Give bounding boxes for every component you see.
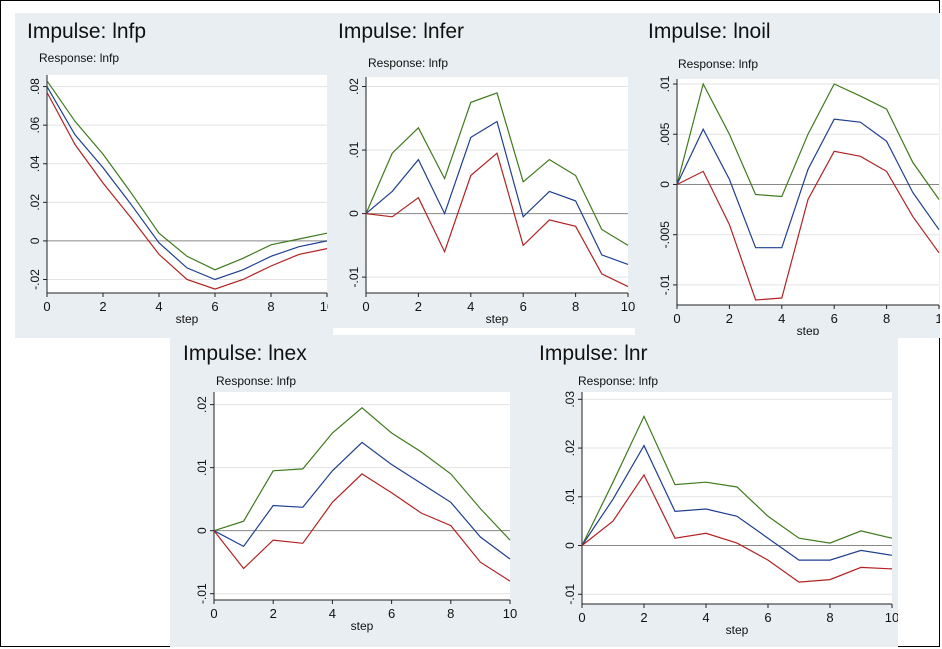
series-line-upper xyxy=(213,407,511,541)
y-tick-label: .01 xyxy=(658,75,672,92)
x-tick-label: 0 xyxy=(210,606,217,621)
panel-title: Impulse: lnex xyxy=(183,342,307,365)
x-axis-label: step xyxy=(351,619,374,633)
plot-area xyxy=(677,79,939,305)
series-line-mid xyxy=(581,444,893,561)
y-tick-label: .03 xyxy=(563,391,577,408)
y-tick-label: .005 xyxy=(658,122,672,146)
x-tick-label: 8 xyxy=(572,299,579,314)
x-tick-label: 8 xyxy=(883,311,890,326)
x-tick-label: 0 xyxy=(43,299,50,314)
x-tick-label: 2 xyxy=(726,311,733,326)
x-tick-label: 2 xyxy=(99,299,106,314)
x-tick-label: 8 xyxy=(826,610,833,625)
x-tick-label: 6 xyxy=(520,299,527,314)
x-tick-label: 0 xyxy=(673,311,680,326)
y-tick-label: 0 xyxy=(563,542,577,549)
series-line-upper xyxy=(581,414,893,546)
series-line-lower xyxy=(581,473,893,583)
y-tick-label: .08 xyxy=(28,78,42,95)
x-tick-label: 6 xyxy=(831,311,838,326)
y-tick-label: -.02 xyxy=(28,269,42,290)
x-axis-label: step xyxy=(486,312,509,326)
series-line-lower xyxy=(46,92,328,290)
panel-subtitle: Response: lnfp xyxy=(39,51,120,65)
panel-title: Impulse: lnfer xyxy=(338,20,465,43)
x-tick-label: 0 xyxy=(578,610,585,625)
x-tick-label: 10 xyxy=(621,299,635,314)
x-tick-label: 4 xyxy=(155,299,162,314)
x-tick-label: 8 xyxy=(267,299,274,314)
panel-subtitle: Response: lnfp xyxy=(368,56,449,70)
x-tick-label: 2 xyxy=(270,606,277,621)
panel-title: Impulse: lnfp xyxy=(27,20,147,43)
x-tick-label: 6 xyxy=(764,610,771,625)
panel-impulse-lnr: Impulse: lnr Response: lnfp -.01 0.01.02.… xyxy=(528,335,898,647)
x-tick-label: 4 xyxy=(702,610,709,625)
series-line-lower xyxy=(213,473,511,582)
series-line-lower xyxy=(676,150,940,301)
panel-title: Impulse: lnoil xyxy=(648,20,771,43)
series-line-upper xyxy=(46,80,328,271)
x-tick-label: 10 xyxy=(885,610,898,625)
panel-subtitle: Response: lnfp xyxy=(678,57,759,71)
x-tick-label: 1 xyxy=(935,311,940,326)
x-tick-label: 0 xyxy=(362,299,369,314)
series-line-upper xyxy=(365,92,629,246)
panel-subtitle: Response: lnfp xyxy=(578,374,659,388)
panel-impulse-lnex: Impulse: lnex Response: lnfp -.01 0.01.02… xyxy=(170,335,530,647)
x-axis-label: step xyxy=(726,623,749,637)
x-tick-label: 2 xyxy=(640,610,647,625)
y-tick-label: -.01 xyxy=(658,274,672,295)
x-tick-label: 4 xyxy=(778,311,785,326)
x-tick-label: 6 xyxy=(388,606,395,621)
y-tick-label: .01 xyxy=(195,459,209,476)
y-tick-label: 0 xyxy=(658,181,672,188)
x-tick-label: 4 xyxy=(467,299,474,314)
y-tick-label: .02 xyxy=(195,396,209,413)
x-tick-label: 2 xyxy=(415,299,422,314)
x-tick-label: 6 xyxy=(211,299,218,314)
y-tick-label: .02 xyxy=(347,78,361,95)
x-axis-label: step xyxy=(797,324,820,338)
y-tick-label: .06 xyxy=(28,116,42,133)
plot-area xyxy=(366,77,628,293)
panel-impulse-lnoil: Impulse: lnoil Response: lnfp -.01 -.005 0… xyxy=(635,13,940,338)
x-tick-label: 8 xyxy=(447,606,454,621)
series-line-mid xyxy=(676,118,940,249)
series-line-lower xyxy=(365,152,629,288)
y-tick-label: -.01 xyxy=(347,266,361,287)
y-tick-label: .04 xyxy=(28,155,42,172)
series-line-mid xyxy=(213,441,511,560)
y-tick-label: .01 xyxy=(347,141,361,158)
y-tick-label: .01 xyxy=(563,488,577,505)
panel-impulse-lnfp: Impulse: lnfp Response: lnfp -.02 0.02.04… xyxy=(15,13,333,338)
y-tick-label: -.01 xyxy=(195,583,209,604)
plot-area xyxy=(214,392,510,600)
y-tick-label: .02 xyxy=(28,194,42,211)
x-tick-label: 4 xyxy=(329,606,336,621)
series-line-upper xyxy=(676,82,940,200)
x-axis-label: step xyxy=(176,312,199,326)
panel-subtitle: Response: lnfp xyxy=(216,374,297,388)
series-line-mid xyxy=(46,86,328,281)
chart-lnoil: -.01 -.005 0 .005 .01 0 2 4 6 8 1 step xyxy=(658,75,940,338)
y-tick-label: .02 xyxy=(563,439,577,456)
y-tick-label: 0 xyxy=(347,210,361,217)
y-tick-label: -.01 xyxy=(563,584,577,605)
y-tick-label: 0 xyxy=(195,527,209,534)
plot-area xyxy=(582,392,892,604)
y-tick-label: 0 xyxy=(28,237,42,244)
y-tick-label: -.005 xyxy=(658,221,672,249)
panel-impulse-lnfer: Impulse: lnfer Response: lnfp -.01 0.01.0… xyxy=(328,13,640,328)
x-tick-label: 10 xyxy=(503,606,517,621)
series-line-mid xyxy=(365,120,629,265)
panel-title: Impulse: lnr xyxy=(539,342,648,365)
